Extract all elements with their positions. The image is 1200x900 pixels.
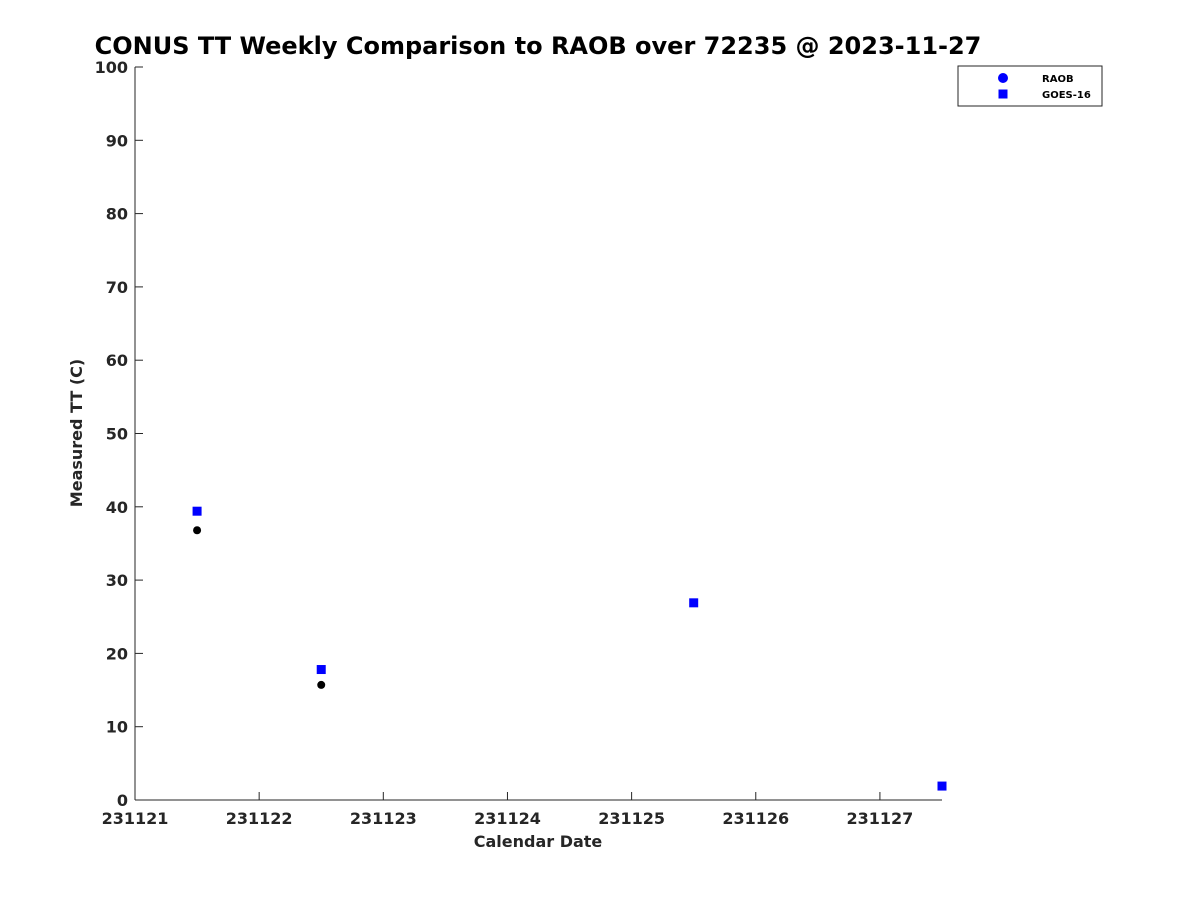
y-tick-label: 0 xyxy=(117,791,128,810)
y-axis: 0 10 20 30 40 50 60 70 80 90 100 xyxy=(95,58,143,810)
legend-marker-goes16 xyxy=(998,89,1008,99)
x-tick-label: 231125 xyxy=(598,809,665,828)
data-point-goes-16 xyxy=(689,598,699,608)
y-tick-label: 70 xyxy=(106,278,128,297)
legend-box xyxy=(957,65,1103,107)
x-tick-label: 231127 xyxy=(847,809,914,828)
data-point-raob xyxy=(317,680,326,689)
legend-label-goes16: GOES-16 xyxy=(1042,90,1091,101)
y-tick-label: 60 xyxy=(106,351,128,370)
y-tick-label: 80 xyxy=(106,205,128,224)
y-tick-label: 10 xyxy=(106,718,128,737)
legend-marker-raob xyxy=(998,73,1008,83)
x-tick-label: 231122 xyxy=(226,809,293,828)
data-point-raob xyxy=(193,526,202,535)
y-axis-label: Measured TT (C) xyxy=(67,359,86,507)
y-tick-label: 100 xyxy=(95,58,128,77)
y-tick-label: 40 xyxy=(106,498,128,517)
x-axis: 231121 231122 231123 231124 231125 231126 2311… xyxy=(102,792,914,828)
x-tick-label: 231121 xyxy=(102,809,169,828)
data-point-goes-16 xyxy=(937,781,947,791)
y-tick-label: 50 xyxy=(106,425,128,444)
data-point-goes-16 xyxy=(316,665,326,675)
chart-title: CONUS TT Weekly Comparison to RAOB over … xyxy=(95,32,982,60)
data-point-goes-16 xyxy=(192,506,202,516)
legend-label-raob: RAOB xyxy=(1042,74,1074,85)
x-tick-label: 231124 xyxy=(474,809,541,828)
x-tick-label: 231123 xyxy=(350,809,417,828)
y-tick-label: 20 xyxy=(106,644,128,663)
y-tick-label: 30 xyxy=(106,571,128,590)
x-axis-label: Calendar Date xyxy=(474,832,603,851)
data-markers xyxy=(192,506,947,791)
y-tick-label: 90 xyxy=(106,131,128,150)
plot-area xyxy=(134,67,942,801)
legend: RAOB GOES-16 xyxy=(957,65,1103,107)
x-tick-label: 231126 xyxy=(722,809,789,828)
